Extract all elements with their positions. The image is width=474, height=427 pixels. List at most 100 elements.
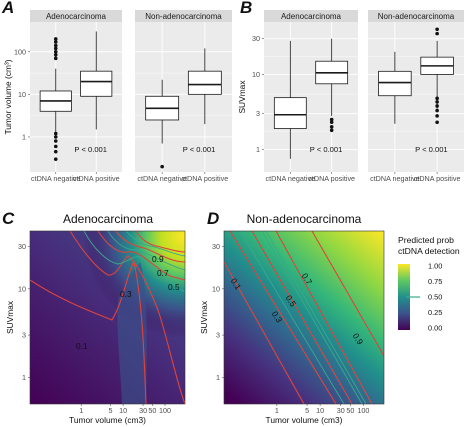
box-outlier-point: [329, 120, 334, 125]
y-tick-label: 1: [256, 145, 260, 154]
box-outlier-point: [53, 37, 58, 41]
heat-x-tick-label: 30: [139, 406, 147, 415]
facet-strip: [135, 10, 232, 22]
x-tick-label: ctDNA negative: [137, 174, 187, 183]
box-ctdna-positive: [420, 27, 454, 125]
facet-strip: [368, 10, 464, 22]
panel-letter-b: B: [240, 0, 252, 17]
panel-letter-c: C: [2, 209, 15, 228]
legend-entry-label: 0.00: [428, 324, 442, 333]
box-iqr: [187, 70, 222, 95]
y-tick-label: 10: [18, 90, 26, 99]
box-outlier-point: [53, 56, 58, 61]
box-outlier-point: [53, 40, 58, 44]
box-ctdna-positive: [315, 38, 349, 133]
box-ctdna-negative: [273, 40, 307, 159]
heat-y-tick-label: 1: [22, 373, 26, 382]
box-outlier-point: [435, 100, 439, 104]
contour-label-c-0.9: 0.9: [152, 254, 164, 264]
p-value-label: P < 0.001: [415, 145, 448, 154]
box-ctdna-positive: [187, 48, 222, 125]
facet-b-1: Adenocarcinoma P < 0.001 ctDNA negativectD…: [264, 10, 358, 183]
heat-x-tick-label: 50: [148, 406, 156, 415]
box-outlier-point: [435, 114, 439, 118]
legend-entry-label: 1.00: [428, 262, 442, 271]
y-tick-label: 100: [14, 47, 26, 56]
facet-strip: [264, 10, 358, 22]
contour-d-teal-3: [265, 231, 367, 404]
y-axis-title: SUVmax: [237, 80, 247, 114]
contour-d-0.3: [229, 231, 337, 404]
box-ctdna-positive: [80, 31, 113, 130]
box-outlier-point: [53, 149, 58, 154]
heatmap-c-title: Adenocarcinoma: [63, 212, 153, 226]
x-tick-label: ctDNA positive: [414, 174, 461, 183]
box-outlier-point: [435, 104, 439, 108]
facet-strip-label: Adenocarcinoma: [281, 12, 342, 21]
legend-title-line2: ctDNA detection: [398, 246, 460, 256]
box-ctdna-negative: [378, 51, 412, 124]
box-iqr: [273, 97, 307, 129]
y-tick-label: 30: [252, 34, 260, 43]
box-outlier-point: [53, 43, 58, 48]
x-tick-label: ctDNA positive: [73, 174, 120, 183]
box-outlier-point: [329, 117, 334, 122]
heat-x-tick-label: 100: [159, 406, 171, 415]
plot-panel-bg: [368, 22, 464, 172]
heat-x-tick-label: 10: [316, 406, 324, 415]
heat-y-tick-label: 30: [212, 242, 220, 251]
heat-x-tick-label: 50: [346, 406, 354, 415]
contour-c-teal-1: [83, 231, 185, 293]
heat-x-tick-label: 5: [108, 406, 112, 415]
heat-x-tick-label: 100: [357, 406, 369, 415]
heat-x-axis-title: Tumor volume (cm3): [266, 415, 343, 425]
box-outlier-point: [435, 108, 439, 113]
heat-y-axis-title: SUVmax: [5, 300, 15, 334]
heatmap-d-title: Non-adenocarcinoma: [247, 212, 362, 226]
heat-y-tick-label: 1: [216, 373, 220, 382]
heatmap-d-frame: [223, 230, 385, 405]
facet-strip-label: Non-adenocarcinoma: [378, 12, 455, 21]
contour-d-teal-2: [261, 231, 363, 404]
heatmap-panel-d: 0.1 0.3 0.5 0.7 0.9: [223, 230, 385, 405]
p-value-label: P < 0.001: [74, 145, 107, 154]
contour-label-c-0.5: 0.5: [168, 282, 180, 292]
box-outlier-point: [53, 49, 58, 54]
box-outlier-point: [160, 164, 164, 169]
x-tick-label: ctDNA positive: [308, 174, 355, 183]
box-outlier-point: [435, 96, 439, 101]
box-iqr: [378, 70, 412, 97]
box-outlier-point: [329, 128, 334, 133]
facet-strip: [30, 10, 122, 22]
panel-letter-d: D: [207, 209, 219, 228]
p-value-label: P < 0.001: [310, 145, 343, 154]
heat-y-tick-label: 10: [18, 284, 26, 293]
contour-c-teal-3: [125, 231, 185, 257]
color-legend: Predicted prob ctDNA detection 1.00 0.75 0…: [398, 235, 460, 333]
box-ctdna-negative: [145, 79, 180, 169]
heat-y-axis-title: SUVmax: [199, 300, 209, 334]
box-outlier-point: [53, 157, 58, 161]
panel-letter-a: A: [1, 0, 14, 17]
box-outlier-point: [53, 52, 58, 57]
contour-label-c-0.7: 0.7: [157, 268, 169, 278]
box-outlier-point: [435, 120, 439, 125]
contour-d-teal-1: [239, 231, 345, 404]
contour-c-teal-2: [107, 231, 185, 271]
heatmap-d-fill: [224, 231, 384, 404]
legend-entry-label: 0.25: [428, 308, 442, 317]
facet-b-2: Non-adenocarcinoma P < 0.001 ctDNA negativ…: [368, 10, 464, 183]
contour-c-0.3: [69, 231, 185, 404]
p-value-label: P < 0.001: [183, 145, 216, 154]
heat-x-axis-title: Tumor volume (cm3): [69, 415, 146, 425]
legend-title-line1: Predicted prob: [398, 235, 454, 245]
contour-d-0.1: [224, 261, 305, 404]
heat-x-tick-label: 10: [119, 406, 127, 415]
box-outlier-point: [53, 46, 58, 51]
box-outlier-point: [435, 27, 439, 32]
legend-colorbar: [398, 264, 410, 330]
box-ctdna-negative: [39, 37, 72, 161]
